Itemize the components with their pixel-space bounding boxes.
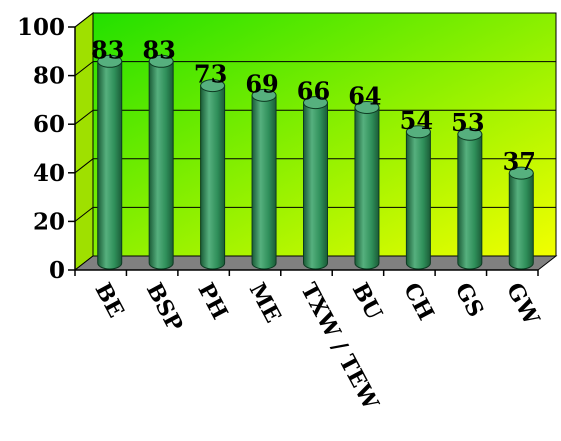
bar bbox=[200, 79, 226, 270]
bar bbox=[405, 125, 431, 270]
data-label: 53 bbox=[451, 108, 484, 137]
bar bbox=[354, 100, 380, 270]
y-tick-label: 20 bbox=[33, 208, 65, 235]
data-label: 37 bbox=[503, 147, 536, 176]
y-tick-label: 100 bbox=[17, 14, 65, 41]
data-label: 73 bbox=[194, 60, 227, 89]
bar-top bbox=[200, 79, 226, 93]
bar-body bbox=[354, 106, 380, 270]
bar-top bbox=[405, 125, 431, 139]
bar bbox=[251, 88, 277, 270]
x-tick-label: PH bbox=[192, 279, 232, 324]
bars bbox=[97, 54, 534, 270]
bar-top bbox=[97, 54, 123, 68]
y-tick-label: 0 bbox=[49, 257, 65, 284]
data-label: 66 bbox=[297, 77, 330, 106]
y-tick-label: 40 bbox=[33, 160, 65, 187]
bar-body bbox=[251, 94, 277, 270]
bar-top bbox=[148, 54, 174, 68]
bar-top bbox=[354, 100, 380, 114]
bar-body bbox=[200, 85, 226, 270]
x-tick-label: GS bbox=[450, 279, 489, 322]
bar-top bbox=[508, 166, 534, 180]
bar-top bbox=[457, 127, 483, 141]
gridline bbox=[74, 109, 556, 125]
data-label: 54 bbox=[400, 106, 433, 135]
gridline bbox=[74, 61, 556, 76]
bar-top bbox=[251, 88, 277, 102]
bar-body bbox=[457, 133, 483, 270]
x-tick-label: BU bbox=[347, 279, 388, 325]
data-label: 83 bbox=[91, 35, 124, 64]
bar bbox=[303, 96, 328, 270]
x-tick-label: CH bbox=[398, 279, 439, 325]
bar bbox=[508, 166, 534, 270]
bar bbox=[97, 54, 123, 270]
x-tick-label: ME bbox=[244, 279, 286, 328]
data-label: 64 bbox=[348, 81, 381, 110]
gridline bbox=[74, 12, 556, 28]
data-label: 83 bbox=[142, 35, 175, 64]
gridlines bbox=[74, 12, 556, 222]
y-tick-label: 80 bbox=[33, 63, 65, 90]
bar-body bbox=[148, 60, 174, 270]
gridline bbox=[74, 206, 556, 222]
axes bbox=[68, 26, 539, 276]
bar-top bbox=[303, 96, 328, 110]
data-label: 69 bbox=[245, 69, 278, 98]
x-tick-label: BE bbox=[89, 279, 129, 322]
y-tick-label: 60 bbox=[33, 111, 65, 138]
bar-body bbox=[405, 131, 431, 270]
x-tick-label: BSP bbox=[141, 279, 188, 336]
data-labels: 83 83 73 69 66 64 54 53 37 bbox=[91, 35, 536, 176]
bar-body bbox=[508, 172, 534, 270]
bar bbox=[457, 127, 483, 270]
bar bbox=[148, 54, 174, 270]
bar-body bbox=[303, 102, 328, 270]
bar-body bbox=[97, 60, 123, 270]
x-tick-label: GW bbox=[501, 279, 545, 330]
gridline bbox=[74, 158, 556, 174]
